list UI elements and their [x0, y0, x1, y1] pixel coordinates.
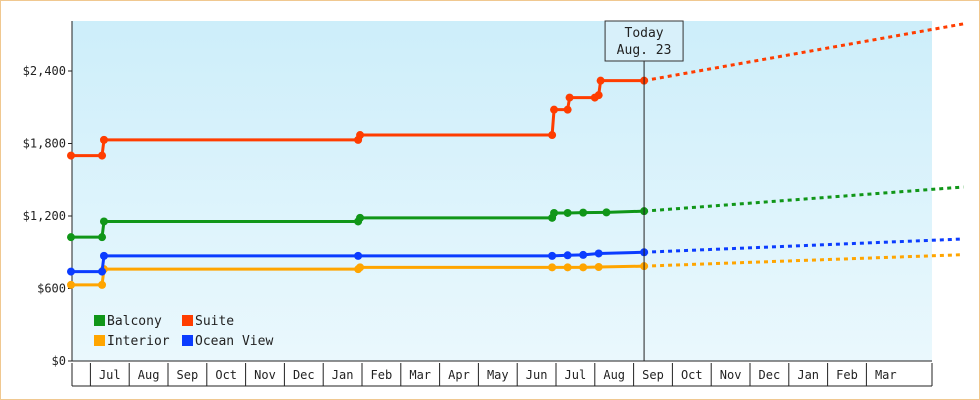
legend-swatch	[94, 335, 105, 346]
data-point	[602, 208, 611, 217]
y-tick-label: $1,800	[23, 137, 66, 151]
x-tick-label: Sep	[642, 368, 664, 382]
data-point	[354, 251, 363, 260]
series-suite	[67, 22, 964, 160]
data-point	[67, 151, 75, 160]
data-point	[67, 280, 75, 289]
y-tick-label: $1,200	[23, 209, 66, 223]
x-tick-label: Aug	[603, 368, 625, 382]
data-point	[98, 151, 107, 160]
data-point	[548, 263, 557, 272]
today-label: Today	[625, 26, 664, 41]
series-line-interior	[71, 264, 645, 287]
x-tick-label: Mar	[875, 368, 897, 382]
legend-label: Balcony	[107, 314, 162, 329]
data-point	[98, 267, 107, 276]
data-point	[594, 262, 603, 271]
x-tick-label: Dec	[759, 368, 781, 382]
legend-item-suite: Suite	[182, 314, 234, 329]
data-point	[548, 251, 557, 260]
x-tick-label: Nov	[720, 368, 742, 382]
x-tick-label: Jun	[526, 368, 548, 382]
forecast-line-suite	[643, 22, 964, 83]
data-point	[579, 208, 588, 217]
forecast-line-balcony	[643, 185, 964, 213]
data-point	[356, 263, 365, 272]
axes: $0 $600 $1,200 $1,800 $2,400 Jul Aug Sep Oct Nov D…	[23, 21, 933, 387]
series-balcony	[67, 185, 964, 242]
data-point	[99, 217, 108, 226]
legend-label: Interior	[107, 334, 170, 349]
series-layer	[67, 22, 964, 289]
x-tick-label: Aug	[138, 368, 160, 382]
legend-item-ocean-view: Ocean View	[182, 334, 273, 349]
data-point	[594, 249, 603, 258]
data-point	[356, 131, 365, 140]
legend: Balcony Suite Interior Ocean View	[94, 314, 273, 349]
today-label: Aug. 23	[617, 43, 672, 58]
x-tick-label: Jan	[332, 368, 354, 382]
data-point	[67, 233, 75, 242]
forecast-line-ocean-view	[644, 237, 964, 254]
y-tick-label: $2,400	[23, 64, 66, 78]
data-point	[98, 280, 107, 289]
legend-swatch	[182, 315, 193, 326]
data-point	[563, 208, 572, 217]
data-point	[594, 91, 603, 100]
data-point	[99, 135, 108, 144]
forecast-line-interior	[644, 253, 964, 268]
x-tick-label: Apr	[448, 368, 470, 382]
legend-item-balcony: Balcony	[94, 314, 162, 329]
data-point	[67, 267, 75, 276]
today-annotation: Today Aug. 23	[604, 20, 684, 361]
x-tick-label: Jul	[565, 368, 587, 382]
data-point	[579, 250, 588, 259]
legend-item-interior: Interior	[94, 334, 170, 349]
data-point	[596, 76, 605, 85]
data-point	[563, 251, 572, 260]
data-point	[565, 93, 574, 102]
data-point	[98, 233, 107, 242]
x-tick-label: Nov	[254, 368, 276, 382]
data-point	[579, 263, 588, 272]
legend-label: Suite	[195, 314, 234, 329]
x-tick-label: Mar	[409, 368, 431, 382]
x-tick-label: May	[487, 368, 509, 382]
y-tick-label: $600	[37, 282, 66, 296]
x-tick-label: Feb	[371, 368, 393, 382]
x-tick-label: Feb	[836, 368, 858, 382]
x-tick-label: Oct	[215, 368, 237, 382]
data-point	[550, 208, 559, 217]
legend-swatch	[182, 335, 193, 346]
x-tick-label: Jul	[99, 368, 121, 382]
legend-swatch	[94, 315, 105, 326]
x-tick-label: Sep	[177, 368, 199, 382]
legend-label: Ocean View	[195, 334, 273, 349]
y-tick-label: $0	[52, 354, 66, 368]
series-ocean-view	[67, 237, 964, 276]
x-tick-label: Jan	[797, 368, 819, 382]
data-point	[99, 251, 108, 260]
today-box	[604, 20, 684, 62]
data-point	[550, 105, 559, 114]
x-tick-label: Oct	[681, 368, 703, 382]
plot-area	[72, 21, 932, 361]
data-point	[548, 131, 557, 140]
data-point	[563, 263, 572, 272]
x-tick-label: Dec	[293, 368, 315, 382]
data-point	[356, 213, 365, 222]
data-point	[563, 105, 572, 114]
